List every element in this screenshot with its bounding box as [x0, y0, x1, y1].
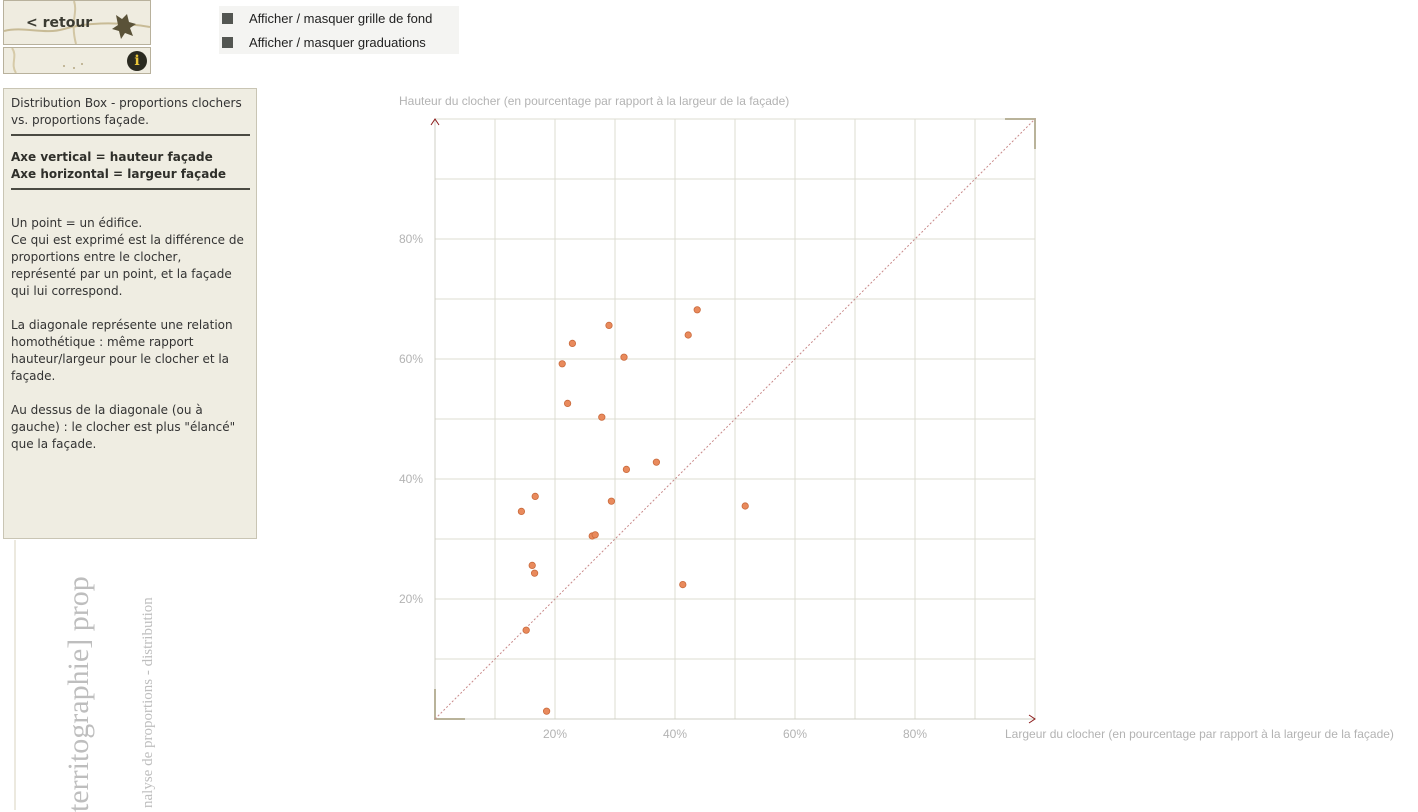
data-point: [598, 413, 606, 421]
data-point: [605, 321, 613, 329]
data-point: [563, 399, 572, 407]
homothety-diagonal: [434, 118, 1036, 720]
data-point: [542, 707, 551, 715]
toggle-ticks[interactable]: Afficher / masquer graduations: [222, 32, 426, 52]
tick-labels: 20% 40% 60% 80% 20% 40% 60% 80%: [399, 232, 927, 741]
data-point: [741, 502, 749, 510]
data-point: [622, 465, 631, 473]
x-axis-arrow: [1028, 714, 1036, 724]
data-point: [693, 306, 701, 314]
toggle-ticks-label[interactable]: Afficher / masquer graduations: [249, 34, 426, 50]
data-point: [607, 497, 616, 505]
separator: [11, 134, 250, 136]
x-tick-label: 20%: [543, 727, 567, 741]
y-tick-label: 40%: [399, 472, 423, 486]
data-point: [591, 531, 599, 539]
map-texture-decoration: [4, 1, 150, 44]
axis-horizontal-definition: Axe horizontal = largeur façade: [11, 167, 227, 181]
y-tick-label: 60%: [399, 352, 423, 366]
toggle-grid-label[interactable]: Afficher / masquer grille de fond: [249, 10, 433, 26]
x-tick-label: 80%: [903, 727, 927, 741]
data-point: [568, 339, 577, 347]
description-panel: Distribution Box - proportions clochers …: [3, 88, 257, 539]
diagonal-explanation: La diagonale représente une relation hom…: [11, 318, 233, 383]
map-texture-decoration: [11, 48, 83, 73]
data-point: [679, 580, 687, 589]
x-tick-label: 60%: [783, 727, 807, 741]
axis-vertical-definition: Axe vertical = hauteur façade: [11, 150, 213, 164]
data-point: [531, 492, 539, 500]
data-point: [652, 458, 661, 466]
data-point: [620, 353, 628, 361]
decorative-line: [14, 540, 16, 810]
toggle-grid[interactable]: Afficher / masquer grille de fond: [222, 8, 432, 28]
toggle-grid-checkbox[interactable]: [222, 12, 233, 24]
x-axis-label: Largeur du clocher (en pourcentage par r…: [1005, 727, 1394, 741]
display-options: Afficher / masquer grille de fond Affich…: [219, 6, 459, 54]
y-tick-label: 20%: [399, 592, 423, 606]
info-tile: i: [3, 47, 151, 74]
y-axis-arrow: [430, 118, 440, 126]
axes: [430, 118, 1036, 724]
data-points: [517, 306, 749, 715]
description-title: Distribution Box - proportions clochers …: [11, 96, 242, 127]
data-point: [522, 626, 530, 634]
back-label[interactable]: < retour: [26, 15, 93, 31]
point-explanation: Ce qui est exprimé est la différence de …: [11, 233, 244, 298]
data-point: [517, 507, 526, 515]
above-diagonal-explanation: Au dessus de la diagonale (ou à gauche) …: [11, 403, 236, 451]
y-axis-label: Hauteur du clocher (en pourcentage par r…: [399, 94, 789, 108]
info-icon[interactable]: i: [127, 51, 147, 71]
x-tick-label: 40%: [663, 727, 687, 741]
data-point: [558, 360, 566, 368]
back-button[interactable]: < retour: [3, 0, 151, 45]
toggle-ticks-checkbox[interactable]: [222, 36, 233, 48]
data-point: [684, 331, 692, 339]
separator: [11, 188, 250, 190]
data-point: [530, 569, 539, 577]
data-point: [528, 561, 536, 570]
y-tick-label: 80%: [399, 232, 423, 246]
point-definition: Un point = un édifice.: [11, 216, 143, 230]
grid: [435, 118, 1036, 719]
